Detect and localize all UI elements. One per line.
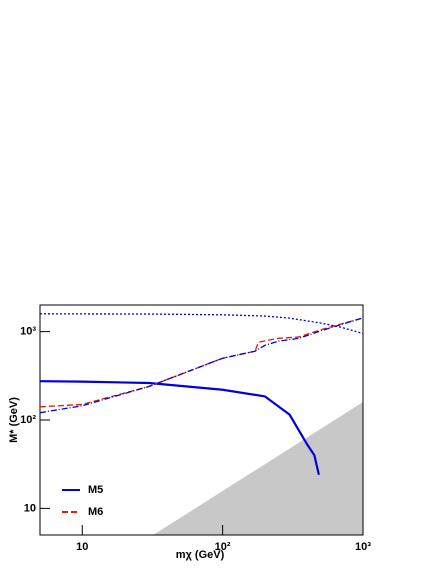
y-tick-label: 10³: [20, 326, 36, 338]
x-tick-label: 10²: [215, 541, 231, 553]
series-line: [39, 317, 364, 408]
legend-label: M6: [88, 506, 103, 518]
y-axis-label: M* (GeV): [8, 397, 20, 443]
series-line: [39, 313, 364, 335]
y-tick-label: 10²: [20, 414, 36, 426]
legend-label: M5: [88, 484, 103, 496]
x-axis-label: mχ (GeV): [176, 549, 225, 561]
shaded-region: [153, 401, 363, 535]
series-line: [39, 317, 364, 414]
x-tick-label: 10: [76, 541, 88, 553]
y-tick-label: 10: [24, 502, 36, 514]
x-tick-label: 10³: [355, 541, 371, 553]
series-line: [39, 380, 320, 476]
